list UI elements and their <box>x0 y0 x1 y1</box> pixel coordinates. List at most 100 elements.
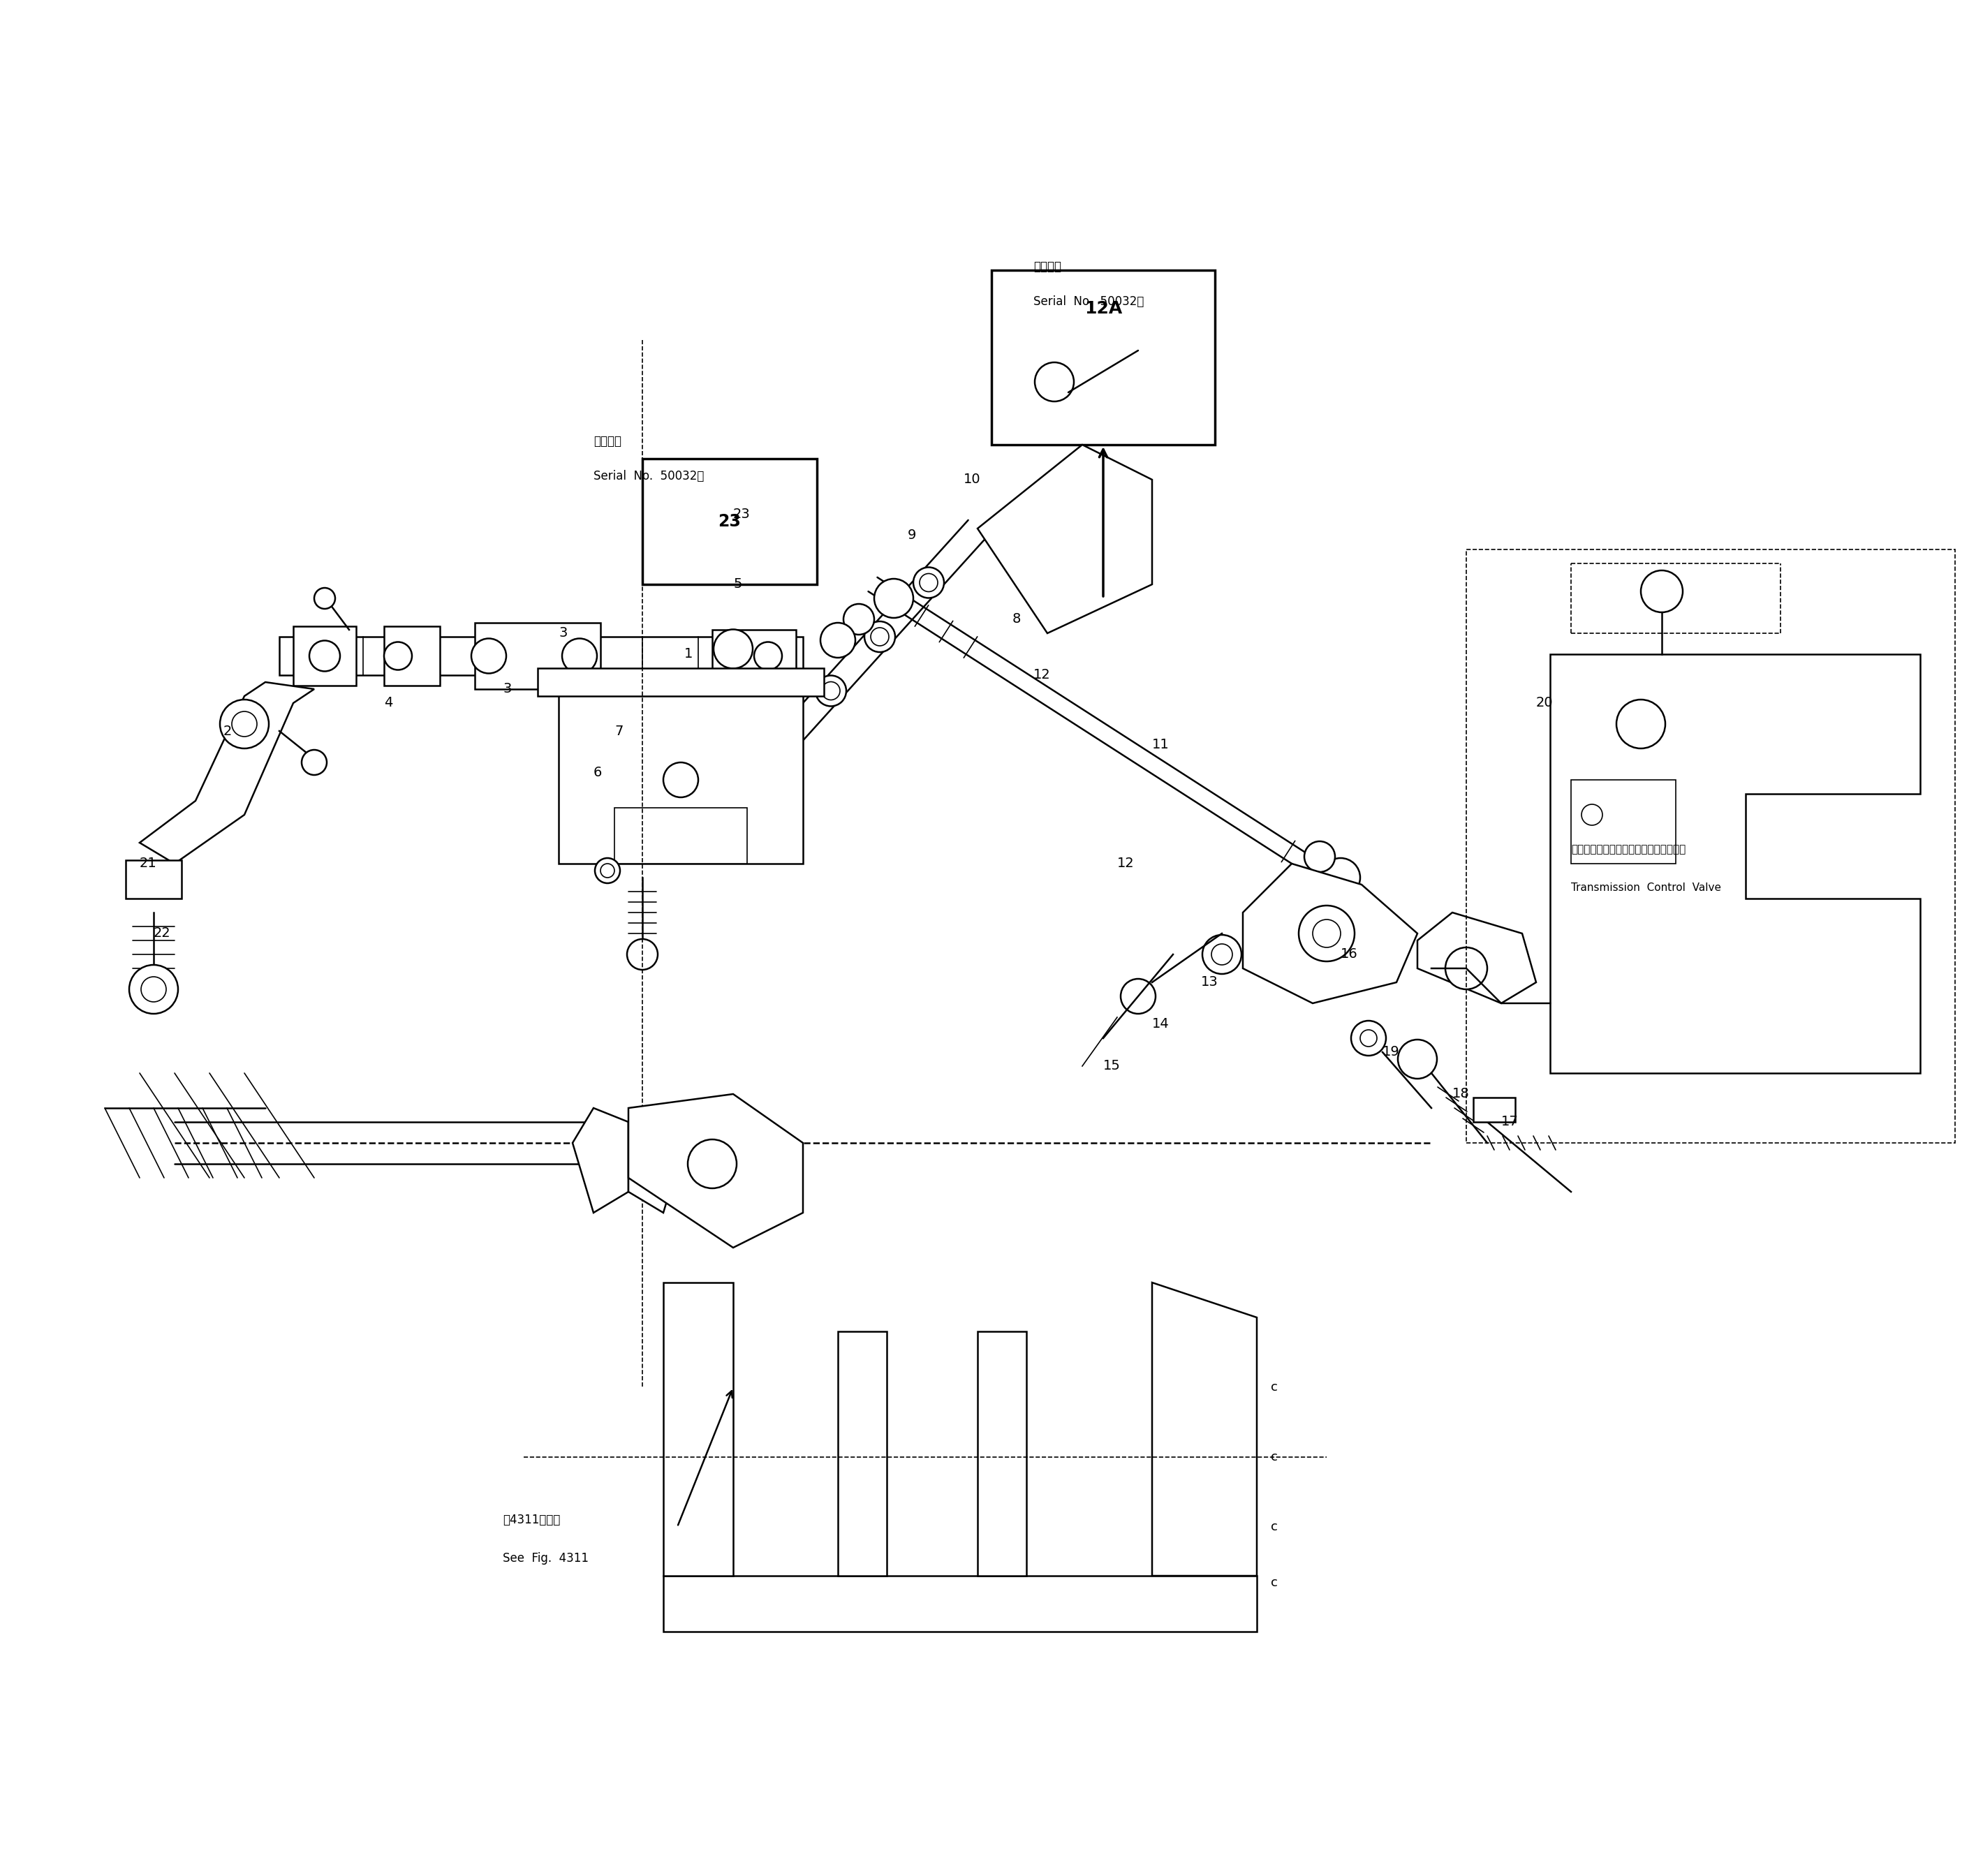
Circle shape <box>913 567 945 598</box>
Text: 23: 23 <box>733 508 751 522</box>
Bar <box>383 627 441 685</box>
Circle shape <box>626 940 658 970</box>
Circle shape <box>873 580 913 617</box>
Circle shape <box>1201 934 1241 974</box>
Bar <box>978 1332 1026 1576</box>
Bar <box>1474 1097 1516 1122</box>
Text: 7: 7 <box>615 724 622 737</box>
Circle shape <box>1581 805 1603 825</box>
Text: Serial  No.  50032～: Serial No. 50032～ <box>593 469 703 482</box>
Bar <box>537 668 824 696</box>
Text: 3: 3 <box>559 627 567 640</box>
Polygon shape <box>140 683 314 863</box>
Circle shape <box>1444 947 1488 989</box>
Text: 12A: 12A <box>1085 300 1122 317</box>
Text: 13: 13 <box>1201 976 1219 989</box>
Circle shape <box>755 642 782 670</box>
Text: 10: 10 <box>964 473 980 486</box>
Text: 21: 21 <box>140 857 156 870</box>
Text: 適用号機: 適用号機 <box>593 435 620 448</box>
Circle shape <box>1322 857 1359 897</box>
Bar <box>292 627 356 685</box>
Text: 11: 11 <box>1152 739 1170 752</box>
Text: トランスミッションコントロールバルブ: トランスミッションコントロールバルブ <box>1571 844 1686 855</box>
Circle shape <box>822 681 840 700</box>
Circle shape <box>844 604 873 634</box>
Text: 22: 22 <box>154 927 170 940</box>
Circle shape <box>1035 362 1073 401</box>
Text: Serial  No.  50032～: Serial No. 50032～ <box>1033 295 1144 308</box>
Bar <box>711 630 796 683</box>
Circle shape <box>664 762 698 797</box>
Bar <box>474 623 601 688</box>
Text: 9: 9 <box>907 529 917 542</box>
Text: 14: 14 <box>1152 1017 1170 1030</box>
Circle shape <box>128 964 178 1013</box>
Text: 1: 1 <box>684 647 694 660</box>
Text: 2: 2 <box>223 724 231 737</box>
Text: 23: 23 <box>717 514 741 529</box>
Polygon shape <box>1417 912 1535 1004</box>
Circle shape <box>1211 944 1233 964</box>
Text: 3: 3 <box>502 683 512 696</box>
Circle shape <box>1352 1021 1385 1056</box>
Polygon shape <box>1152 1283 1257 1576</box>
Text: 12: 12 <box>1116 857 1134 870</box>
Text: 12: 12 <box>1033 668 1051 681</box>
Circle shape <box>919 574 939 591</box>
Text: 16: 16 <box>1340 947 1358 961</box>
Circle shape <box>816 675 846 705</box>
Circle shape <box>314 587 336 610</box>
Bar <box>559 675 802 863</box>
Bar <box>664 1576 1257 1632</box>
Circle shape <box>1397 1039 1437 1079</box>
Circle shape <box>601 863 615 878</box>
Circle shape <box>1304 840 1336 872</box>
Text: See  Fig.  4311: See Fig. 4311 <box>502 1551 589 1565</box>
Bar <box>992 270 1215 445</box>
Circle shape <box>561 638 597 673</box>
Text: 6: 6 <box>593 765 603 780</box>
Bar <box>615 809 747 863</box>
Circle shape <box>302 750 326 775</box>
Bar <box>664 1283 733 1576</box>
Circle shape <box>383 642 411 670</box>
Circle shape <box>1640 570 1684 612</box>
Text: Transmission  Control  Valve: Transmission Control Valve <box>1571 884 1721 893</box>
Circle shape <box>140 977 166 1002</box>
Circle shape <box>871 628 889 645</box>
Circle shape <box>595 857 620 884</box>
Circle shape <box>231 711 257 737</box>
Bar <box>642 460 816 583</box>
Circle shape <box>1120 979 1156 1013</box>
Text: 20: 20 <box>1535 696 1553 709</box>
Circle shape <box>1312 919 1340 947</box>
Circle shape <box>628 1129 656 1157</box>
Polygon shape <box>628 1109 684 1212</box>
Text: 15: 15 <box>1103 1060 1120 1073</box>
Text: c: c <box>1271 1521 1278 1533</box>
Polygon shape <box>573 1109 628 1212</box>
Text: 4: 4 <box>383 696 393 709</box>
Circle shape <box>1616 700 1666 749</box>
Text: 8: 8 <box>1012 613 1022 627</box>
Text: 19: 19 <box>1383 1045 1399 1058</box>
Text: c: c <box>1271 1381 1278 1394</box>
Text: c: c <box>1271 1450 1278 1463</box>
Bar <box>1466 550 1954 1142</box>
Polygon shape <box>1549 655 1921 1073</box>
Circle shape <box>713 630 753 668</box>
Text: c: c <box>1271 1576 1278 1589</box>
Circle shape <box>472 638 506 673</box>
Circle shape <box>1359 1030 1377 1047</box>
Text: 第4311図参照: 第4311図参照 <box>502 1514 561 1527</box>
Circle shape <box>688 1139 737 1188</box>
Text: 5: 5 <box>733 578 741 591</box>
Polygon shape <box>628 1094 802 1248</box>
Text: 18: 18 <box>1452 1088 1470 1101</box>
Bar <box>279 636 802 675</box>
Circle shape <box>864 621 895 653</box>
Bar <box>1571 780 1676 863</box>
Bar <box>126 861 182 899</box>
Circle shape <box>219 700 269 749</box>
